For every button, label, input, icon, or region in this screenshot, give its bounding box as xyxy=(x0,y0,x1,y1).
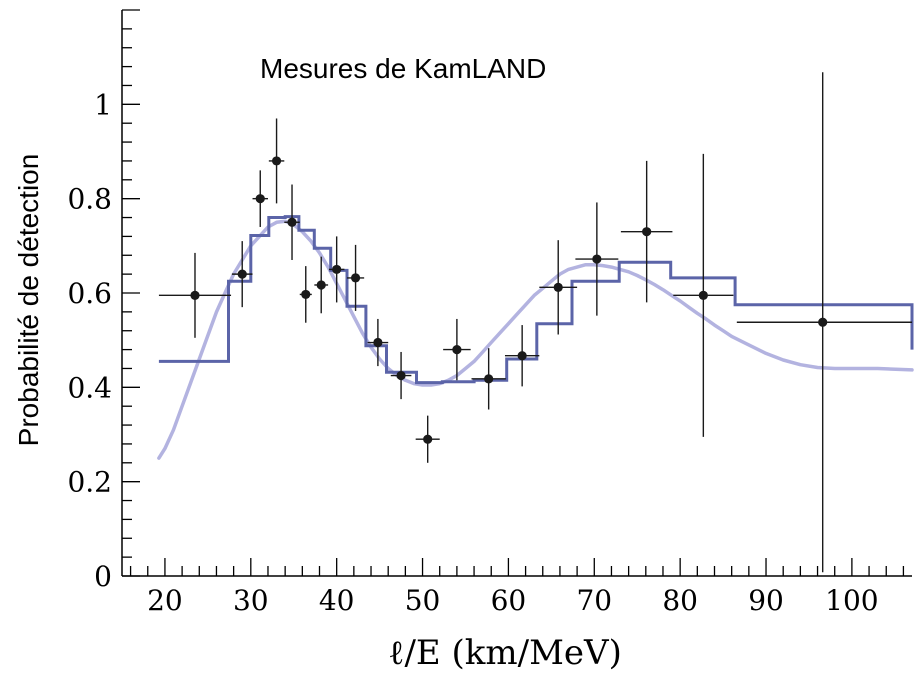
data-point-4 xyxy=(268,118,285,204)
model-curve xyxy=(157,219,914,460)
data-point-12 xyxy=(415,415,440,463)
data-point-16 xyxy=(539,240,578,335)
y-tick-label: 0.4 xyxy=(67,371,112,404)
x-tick-label: 100 xyxy=(825,584,878,617)
data-point-marker xyxy=(350,273,361,283)
data-points-layer xyxy=(158,72,912,573)
data-point-6 xyxy=(299,266,312,323)
data-point-marker xyxy=(316,280,326,290)
data-point-marker xyxy=(373,337,383,348)
x-tick-label: 50 xyxy=(405,584,441,617)
data-point-5 xyxy=(284,184,300,260)
data-point-marker xyxy=(423,434,433,444)
data-point-11 xyxy=(390,351,412,400)
x-tick-label: 20 xyxy=(147,584,183,617)
data-point-marker xyxy=(237,269,247,279)
y-tick-label: 0.6 xyxy=(67,277,112,310)
data-point-1 xyxy=(158,252,232,338)
data-point-8 xyxy=(328,236,345,303)
data-point-9 xyxy=(346,244,365,311)
x-tick-label: 60 xyxy=(491,584,527,617)
data-point-2 xyxy=(231,241,253,308)
data-point-3 xyxy=(252,170,268,227)
fit-step-histogram xyxy=(158,215,914,385)
fit-step-layer xyxy=(158,215,914,385)
data-point-marker xyxy=(271,156,282,166)
data-point-marker xyxy=(484,374,494,384)
x-tick-label: 80 xyxy=(662,584,698,617)
data-point-marker xyxy=(553,282,563,292)
x-tick-label: 40 xyxy=(319,584,355,617)
y-tick-label: 0 xyxy=(94,560,112,593)
data-point-marker xyxy=(592,254,602,264)
data-point-15 xyxy=(504,325,540,387)
data-point-18 xyxy=(620,160,673,303)
y-tick-label: 0.2 xyxy=(67,466,112,499)
data-point-marker xyxy=(332,264,342,275)
data-point-marker xyxy=(255,194,265,204)
data-point-14 xyxy=(471,348,506,410)
data-point-13 xyxy=(443,318,471,381)
data-point-marker xyxy=(190,290,200,300)
tick-labels-layer: 20 30 40 50 60 70 80 90 100 0 0.2 0.4 0.6 0.8 1 xyxy=(67,88,878,617)
data-point-marker xyxy=(517,351,527,361)
data-point-marker xyxy=(396,370,406,381)
model-curve-layer xyxy=(157,219,914,460)
x-tick-label: 30 xyxy=(233,584,269,617)
data-point-marker xyxy=(698,290,708,300)
data-point-marker xyxy=(818,317,828,327)
x-axis-label: ℓ/E (km/MeV) xyxy=(388,633,622,673)
y-tick-label: 1 xyxy=(94,88,112,121)
data-point-7 xyxy=(314,256,329,314)
data-point-20 xyxy=(736,72,912,573)
y-tick-label: 0.8 xyxy=(67,183,112,216)
axes-layer xyxy=(121,9,912,577)
data-point-marker xyxy=(452,345,462,355)
x-tick-label: 90 xyxy=(748,584,784,617)
x-tick-label: 70 xyxy=(576,584,612,617)
data-point-marker xyxy=(642,227,652,237)
data-point-19 xyxy=(673,153,734,437)
data-point-10 xyxy=(367,318,389,367)
data-point-marker xyxy=(301,289,311,300)
y-axis-label: Probabilité de détection xyxy=(13,154,44,447)
data-point-17 xyxy=(575,202,619,316)
data-point-marker xyxy=(287,217,297,227)
chart-title: Mesures de KamLAND xyxy=(260,53,546,84)
